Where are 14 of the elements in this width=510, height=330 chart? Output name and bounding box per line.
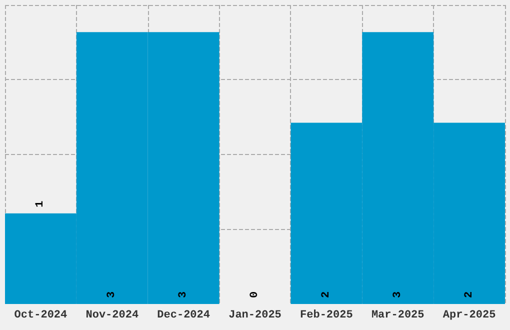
data-label: 3 bbox=[178, 291, 190, 298]
data-label: 2 bbox=[320, 291, 332, 298]
x-tick-label: Nov-2024 bbox=[86, 310, 139, 322]
x-tick-label: Dec-2024 bbox=[157, 310, 210, 322]
data-label: 2 bbox=[463, 291, 476, 298]
x-tick-label: Apr-2025 bbox=[442, 310, 496, 322]
data-label: 3 bbox=[392, 291, 404, 298]
data-label: 3 bbox=[106, 291, 118, 298]
x-tick-label: Mar-2025 bbox=[371, 310, 425, 322]
x-tick-label: Oct-2024 bbox=[14, 310, 68, 322]
x-tick-label: Jan-2025 bbox=[228, 310, 282, 322]
x-tick-label: Feb-2025 bbox=[300, 310, 354, 322]
data-label: 0 bbox=[249, 291, 261, 298]
data-label: 1 bbox=[34, 200, 47, 208]
